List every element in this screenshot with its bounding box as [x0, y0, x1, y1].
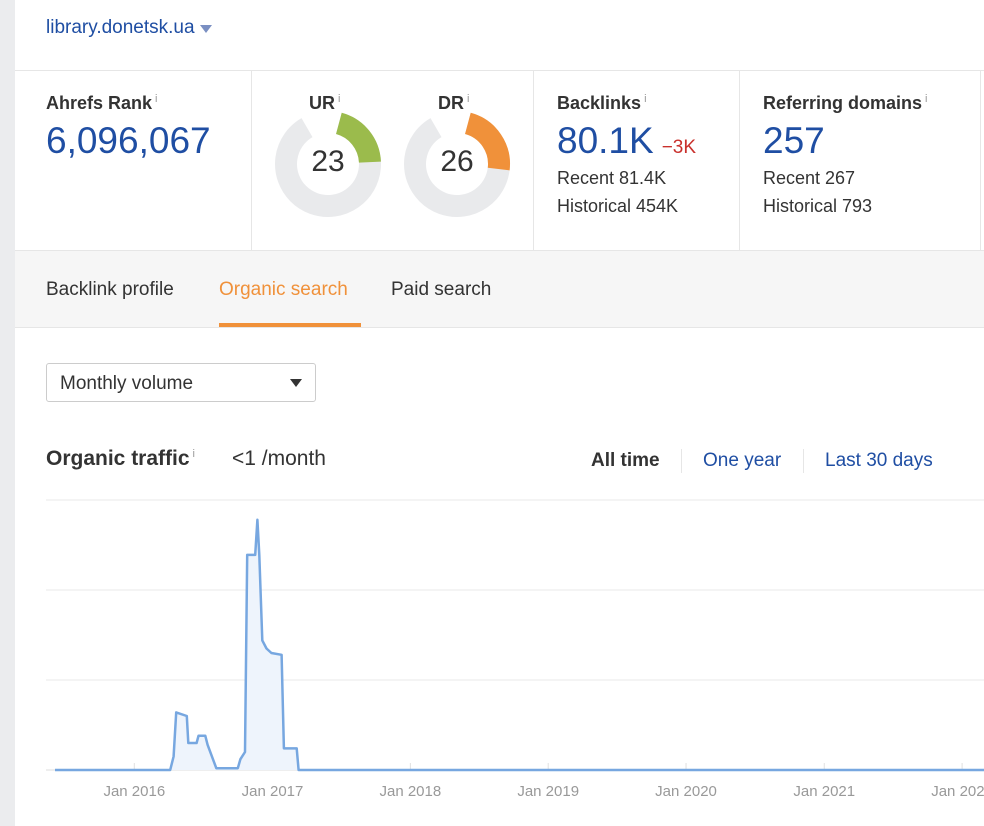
- ur-label: UR: [309, 93, 335, 113]
- dr-label: DR: [438, 93, 464, 113]
- dr-value: 26: [440, 145, 474, 178]
- referring-domains-label: Referring domains: [763, 93, 923, 113]
- info-icon[interactable]: i: [155, 93, 158, 105]
- backlinks-label: Backlinks: [557, 93, 642, 113]
- x-tick-label: Jan 2018: [379, 783, 441, 800]
- info-icon[interactable]: i: [467, 93, 470, 105]
- range-one-year[interactable]: One year: [703, 450, 782, 471]
- metrics-row: Ahrefs Rank i 6,096,067 23 UR i 26 DR i Bac…: [15, 70, 984, 251]
- dr-gauge: 26: [402, 109, 512, 219]
- organic-traffic-chart: Jan 2016 Jan 2017 Jan 2018 Jan 2019 Jan 2020…: [46, 499, 984, 800]
- referring-domains-historical: Historical 793: [763, 196, 873, 216]
- site-explorer-overview: library.donetsk.ua Ahrefs Rank i 6,096,06…: [15, 0, 984, 826]
- ahrefs-rank-label: Ahrefs Rank: [46, 93, 153, 113]
- caret-down-icon: [290, 379, 302, 387]
- volume-select-value: Monthly volume: [60, 373, 194, 394]
- x-tick-label: Jan 2016: [103, 783, 165, 800]
- x-tick-label: Jan 2021: [793, 783, 855, 800]
- referring-domains-value[interactable]: 257: [763, 120, 825, 161]
- info-icon[interactable]: i: [192, 448, 195, 460]
- ur-dr-card: 23 UR i 26 DR i: [252, 71, 534, 250]
- x-tick-label: Jan 2019: [517, 783, 579, 800]
- domain-name: library.donetsk.ua: [46, 17, 195, 38]
- ahrefs-rank-value: 6,096,067: [46, 120, 211, 161]
- report-tabs: Backlink profile Organic search Paid sea…: [15, 251, 984, 328]
- tab-paid-search[interactable]: Paid search: [391, 279, 492, 300]
- backlinks-recent: Recent 81.4K: [557, 168, 667, 188]
- ahrefs-rank-card: Ahrefs Rank i 6,096,067: [15, 71, 252, 250]
- backlinks-card: Backlinks i 80.1K −3K Recent 81.4K Histori…: [534, 71, 740, 250]
- x-tick-label: Jan 2020: [655, 783, 717, 800]
- referring-domains-recent: Recent 267: [763, 168, 856, 188]
- divider: [681, 449, 682, 473]
- backlinks-value[interactable]: 80.1K: [557, 120, 654, 161]
- backlinks-historical: Historical 454K: [557, 196, 679, 216]
- volume-select[interactable]: Monthly volume: [46, 363, 316, 402]
- ur-gauge: 23: [273, 109, 383, 219]
- referring-domains-card: Referring domains i 257 Recent 267 Histor…: [740, 71, 981, 250]
- range-last-30-days[interactable]: Last 30 days: [825, 450, 933, 471]
- tab-backlink-profile[interactable]: Backlink profile: [46, 279, 174, 300]
- gauge-fill: [464, 112, 510, 171]
- ur-value: 23: [311, 145, 345, 178]
- active-tab-indicator: [219, 323, 361, 327]
- backlinks-delta: −3K: [661, 137, 697, 158]
- divider: [803, 449, 804, 473]
- info-icon[interactable]: i: [644, 93, 647, 105]
- organic-traffic-value: <1 /month: [232, 447, 326, 470]
- x-tick-label: Jan 2017: [242, 783, 304, 800]
- tab-organic-search[interactable]: Organic search: [219, 279, 348, 300]
- organic-traffic-title: Organic traffic: [46, 447, 190, 470]
- caret-down-icon: [199, 25, 212, 33]
- domain-selector[interactable]: library.donetsk.ua: [46, 17, 212, 39]
- left-sidebar-edge: [0, 0, 15, 826]
- traffic-area: [55, 519, 984, 770]
- gauge-fill: [335, 112, 381, 164]
- info-icon[interactable]: i: [338, 93, 341, 105]
- range-all-time[interactable]: All time: [591, 450, 660, 471]
- traffic-line: [55, 518, 984, 772]
- info-icon[interactable]: i: [925, 93, 928, 105]
- x-tick-label: Jan 2022: [931, 783, 984, 800]
